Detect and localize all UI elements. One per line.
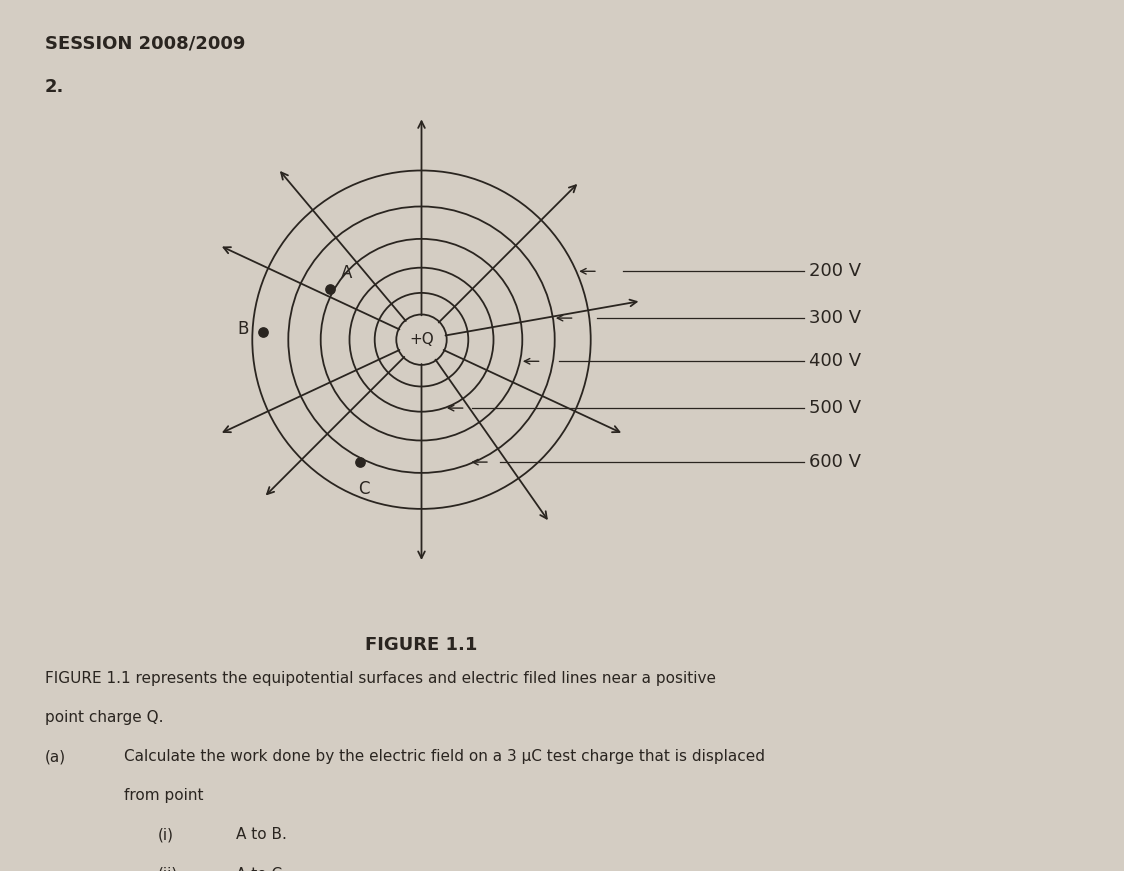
Text: (ii): (ii): [157, 867, 178, 871]
Point: [320, 282, 338, 296]
Text: FIGURE 1.1 represents the equipotential surfaces and electric filed lines near a: FIGURE 1.1 represents the equipotential …: [45, 671, 716, 685]
Text: Calculate the work done by the electric field on a 3 μC test charge that is disp: Calculate the work done by the electric …: [124, 749, 764, 764]
Text: SESSION 2008/2009: SESSION 2008/2009: [45, 35, 245, 53]
Text: 600 V: 600 V: [809, 453, 861, 471]
Text: 300 V: 300 V: [809, 309, 861, 327]
Text: A: A: [341, 264, 352, 282]
Text: B: B: [237, 320, 248, 338]
Text: 2.: 2.: [45, 78, 64, 97]
Point: [352, 456, 370, 469]
Text: C: C: [359, 480, 370, 498]
Text: +Q: +Q: [409, 332, 434, 348]
Text: FIGURE 1.1: FIGURE 1.1: [365, 636, 478, 654]
Text: point charge Q.: point charge Q.: [45, 710, 163, 725]
Point: [254, 326, 272, 340]
Text: A to C.: A to C.: [236, 867, 287, 871]
Text: 500 V: 500 V: [809, 399, 861, 417]
Text: 400 V: 400 V: [809, 352, 861, 370]
Text: 200 V: 200 V: [809, 262, 861, 280]
Text: A to B.: A to B.: [236, 827, 287, 842]
Text: from point: from point: [124, 788, 203, 803]
Text: (i): (i): [157, 827, 173, 842]
Text: (a): (a): [45, 749, 66, 764]
